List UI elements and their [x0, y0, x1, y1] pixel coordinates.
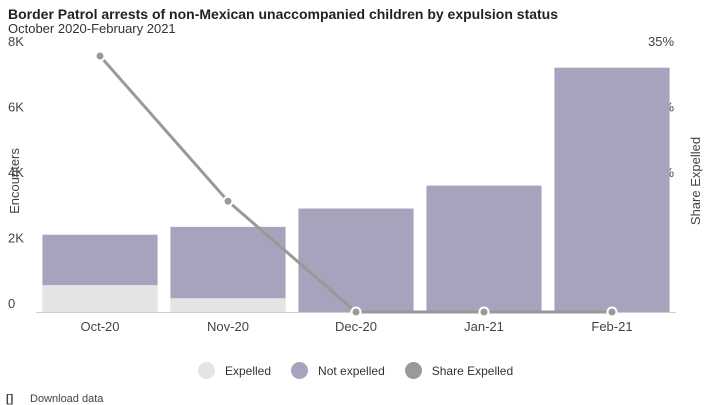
point-share-expelled-4	[606, 306, 618, 318]
legend-label-expelled: Expelled	[225, 363, 272, 378]
point-share-expelled-3	[478, 306, 490, 318]
point-share-expelled-1	[222, 195, 234, 207]
y-axis-label: Encounters	[7, 148, 22, 214]
y-tick-0: 0	[8, 296, 15, 311]
x-tick-4: Feb-21	[591, 319, 632, 334]
legend-item-expelled[interactable]: Expelled	[198, 362, 271, 379]
bar-expelled-0	[42, 285, 158, 312]
legend-item-not-expelled[interactable]: Not expelled	[291, 362, 385, 379]
legend-swatch-not-expelled	[291, 362, 309, 379]
y-tick-1: 2K	[8, 231, 24, 246]
x-tick-2: Dec-20	[335, 319, 377, 334]
y2-tick-4: 35%	[648, 34, 674, 49]
chart-title: Border Patrol arrests of non-Mexican una…	[8, 6, 559, 22]
y-tick-2: 4K	[8, 165, 24, 180]
bar-not-expelled-2	[298, 208, 414, 312]
bar-not-expelled-3	[426, 185, 542, 312]
bar-not-expelled-0	[42, 234, 158, 286]
legend-label-share-expelled: Share Expelled	[431, 363, 514, 378]
legend-label-not-expelled: Not expelled	[318, 363, 385, 378]
legend-swatch-expelled	[198, 362, 215, 379]
y-tick-4: 8K	[8, 34, 24, 49]
x-tick-0: Oct-20	[80, 319, 119, 334]
x-tick-3: Jan-21	[464, 319, 504, 334]
download-icon: []	[6, 393, 14, 405]
point-share-expelled-2	[350, 306, 362, 318]
x-tick-1: Nov-20	[207, 319, 249, 334]
y-tick-3: 6K	[8, 100, 24, 115]
bar-not-expelled-1	[170, 226, 286, 299]
legend-item-share-expelled[interactable]: Share Expelled	[404, 362, 514, 379]
bar-not-expelled-4	[554, 67, 670, 312]
chart-legend: Expelled Not expelled Share Expelled	[198, 362, 533, 379]
legend-swatch-share-expelled	[404, 362, 422, 379]
download-data-link[interactable]: [] Download data	[6, 393, 103, 405]
point-share-expelled-0	[94, 50, 106, 62]
chart-subtitle: October 2020-February 2021	[8, 21, 176, 36]
download-data-label: Download data	[30, 393, 104, 405]
y2-axis-label: Share Expelled	[688, 137, 703, 225]
bar-expelled-1	[170, 298, 286, 312]
